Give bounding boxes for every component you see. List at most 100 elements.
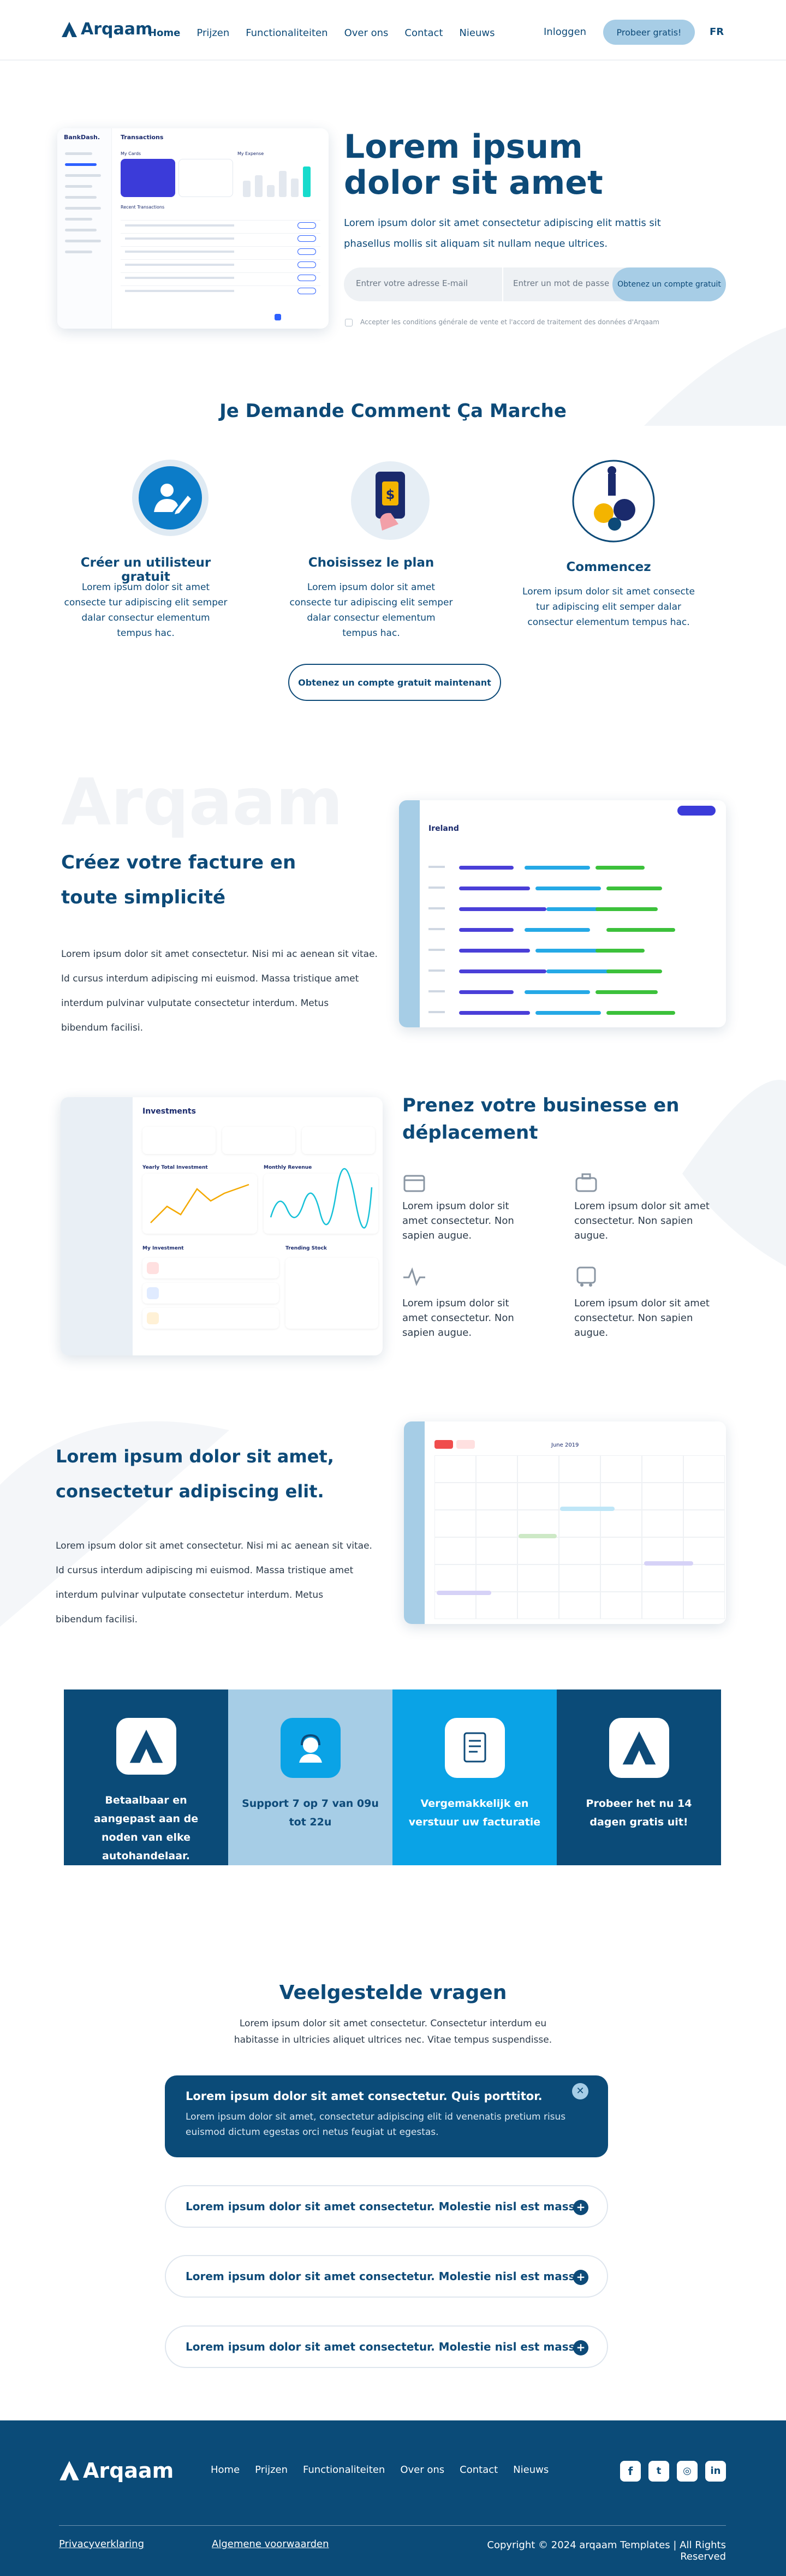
mockup-shape <box>399 800 420 1027</box>
tile: Probeer het nu 14 dagen gratis uit! <box>557 1689 721 1865</box>
divider <box>502 267 503 301</box>
mockup-shape <box>559 1510 600 1537</box>
mockup-title: Transactions <box>121 134 164 141</box>
step-icon <box>132 460 209 536</box>
faq-item[interactable]: Lorem ipsum dolor sit amet consectetur. … <box>165 2185 608 2228</box>
footer-link[interactable]: Over ons <box>400 2464 445 2476</box>
hero-title: Lorem ipsum dolor sit amet <box>344 128 603 202</box>
social-linkedin[interactable]: in <box>705 2461 726 2482</box>
feature-title: Prenez votre businesse en déplacement <box>402 1094 680 1144</box>
mockup-shape <box>517 1455 559 1483</box>
faq-toggle[interactable]: + <box>573 2200 588 2215</box>
footer-logo[interactable]: Arqaam <box>59 2459 174 2483</box>
mockup-shape <box>642 1483 683 1510</box>
mockup-shape <box>459 969 546 973</box>
gantt-mockup: Ireland <box>399 800 726 1027</box>
tile: Betaalbaar en aangepast aan de noden van… <box>64 1689 228 1865</box>
mockup-shape <box>121 220 320 221</box>
faq-item[interactable]: Lorem ipsum dolor sit amet consectetur. … <box>165 2325 608 2368</box>
mockup-label: Yearly Total Investment <box>142 1165 208 1170</box>
faq-close[interactable]: ✕ <box>572 2083 588 2099</box>
mockup-shape <box>147 1287 159 1299</box>
footer-link[interactable]: Prijzen <box>255 2464 288 2476</box>
mockup-shape <box>434 1592 476 1619</box>
terms-checkbox[interactable] <box>345 319 353 326</box>
mockup-label: Trending Stock <box>285 1246 327 1251</box>
mockup-shape <box>683 1592 725 1619</box>
mockup-shape <box>65 185 92 188</box>
mockup-shape <box>600 1592 642 1619</box>
faq-item-open[interactable]: Lorem ipsum dolor sit amet consectetur. … <box>165 2075 608 2157</box>
mockup-shape <box>642 1537 683 1564</box>
mockup-shape <box>596 866 645 870</box>
mockup-shape <box>428 887 445 889</box>
social-facebook[interactable]: f <box>620 2461 641 2482</box>
social-icons: f t ◎ in <box>620 2461 726 2482</box>
mockup-shape <box>434 1537 476 1564</box>
mockup-shape <box>302 1127 375 1154</box>
mockup-shape <box>600 1537 642 1564</box>
footer-link[interactable]: Functionaliteiten <box>303 2464 385 2476</box>
signup-form: Entrer votre adresse E-mail Entrer un mo… <box>344 267 726 301</box>
signup-button[interactable]: Obtenez un compte gratuit <box>612 267 726 301</box>
feature-item: Lorem ipsum dolor sit amet consectetur. … <box>402 1200 514 1241</box>
mockup-month: June 2019 <box>551 1442 579 1448</box>
mockup-shape <box>434 1483 476 1510</box>
cta-button[interactable]: Probeer gratis! <box>603 20 695 45</box>
footer-link[interactable]: Nieuws <box>513 2464 549 2476</box>
mockup-shape <box>291 179 299 197</box>
mockup-shape <box>65 163 97 166</box>
mockup-shape <box>459 887 530 890</box>
mockup-shape <box>606 928 675 932</box>
feature-item: Lorem ipsum dolor sit amet consectetur. … <box>402 1298 514 1338</box>
mockup-shape <box>125 251 234 253</box>
tile-text: Vergemakkelijk en verstuur uw facturatie <box>408 1798 541 1828</box>
step-text: Lorem ipsum dolor sit amet consecte tur … <box>289 582 453 639</box>
mockup-shape <box>517 1483 559 1510</box>
mockup-shape <box>559 1564 600 1592</box>
social-twitter[interactable]: t <box>648 2461 669 2482</box>
nav-link[interactable]: Functionaliteiten <box>246 27 328 39</box>
mockup-shape <box>642 1510 683 1537</box>
mockup-shape <box>65 196 97 199</box>
feature-icon <box>402 1171 426 1195</box>
section-title: Je Demande Comment Ça Marche <box>219 400 567 422</box>
nav-link[interactable]: Home <box>148 27 181 39</box>
feature-title: Lorem ipsum dolor sit amet, consectetur … <box>56 1446 334 1502</box>
nav-link[interactable]: Contact <box>404 27 443 39</box>
footer-link[interactable]: Privacyverklaring <box>59 2538 144 2550</box>
mockup-shape <box>121 272 320 273</box>
mockup-shape <box>560 1507 615 1511</box>
mockup-shape <box>61 1097 133 1355</box>
mockup-shape <box>476 1510 517 1537</box>
password-input[interactable]: Entrer un mot de passe <box>513 278 610 288</box>
cta-button[interactable]: Obtenez un compte gratuit maintenant <box>288 664 501 701</box>
tile-text: Support 7 op 7 van 09u tot 22u <box>242 1798 379 1828</box>
mockup-shape <box>559 1455 600 1483</box>
nav-link[interactable]: Over ons <box>344 27 389 39</box>
footer-link[interactable]: Home <box>211 2464 240 2476</box>
mockup-shape <box>606 969 662 973</box>
social-instagram[interactable]: ◎ <box>677 2461 698 2482</box>
nav-link[interactable]: Prijzen <box>196 27 230 39</box>
faq-item[interactable]: Lorem ipsum dolor sit amet consectetur. … <box>165 2255 608 2298</box>
mockup-shape <box>559 1592 600 1619</box>
email-input[interactable]: Entrer votre adresse E-mail <box>356 278 468 288</box>
nav-link[interactable]: Nieuws <box>459 27 495 39</box>
mockup-shape <box>546 907 612 911</box>
feature-item: Lorem ipsum dolor sit amet consectetur. … <box>574 1298 710 1338</box>
mockup-shape <box>437 1591 491 1595</box>
faq-toggle[interactable]: + <box>573 2270 588 2285</box>
login-link[interactable]: Inloggen <box>544 26 587 38</box>
mockup-shape <box>517 1537 559 1564</box>
logo[interactable]: Arqaam <box>61 20 152 39</box>
mockup-shape <box>434 1510 476 1537</box>
language-switch[interactable]: FR <box>710 26 724 38</box>
footer-link[interactable]: Algemene voorwaarden <box>212 2538 329 2550</box>
mockup-shape <box>525 990 590 994</box>
faq-toggle[interactable]: + <box>573 2340 588 2355</box>
terms-text: Accepter les conditions générale de vent… <box>360 318 659 326</box>
footer-link[interactable]: Contact <box>460 2464 498 2476</box>
mockup-shape <box>459 990 514 994</box>
mockup-shape <box>65 218 92 221</box>
